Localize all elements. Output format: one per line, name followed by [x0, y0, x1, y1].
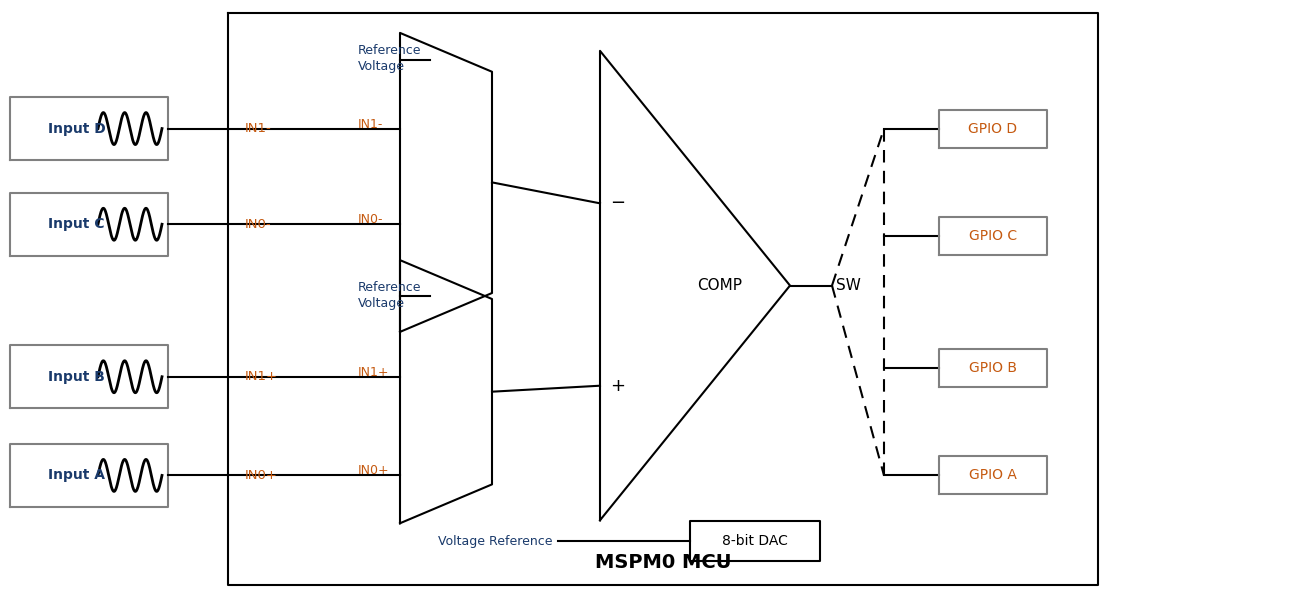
Text: GPIO D: GPIO D: [968, 121, 1018, 136]
Text: GPIO C: GPIO C: [969, 229, 1018, 243]
Text: GPIO A: GPIO A: [969, 468, 1016, 483]
Text: IN0-: IN0-: [245, 218, 272, 231]
Text: Voltage Reference: Voltage Reference: [438, 535, 553, 548]
Text: Input B: Input B: [48, 370, 105, 384]
Text: Input C: Input C: [48, 217, 105, 231]
Text: IN0+: IN0+: [358, 465, 390, 477]
Text: IN1-: IN1-: [245, 122, 272, 135]
Text: COMP: COMP: [697, 278, 743, 293]
Text: GPIO B: GPIO B: [969, 361, 1018, 375]
Text: IN1-: IN1-: [358, 118, 383, 130]
Text: Voltage: Voltage: [358, 60, 405, 74]
Text: IN0+: IN0+: [245, 469, 277, 482]
Text: 8-bit DAC: 8-bit DAC: [722, 534, 787, 548]
Text: IN1+: IN1+: [245, 370, 279, 383]
Text: SW: SW: [836, 278, 861, 293]
Text: Reference: Reference: [358, 280, 421, 294]
Text: MSPM0 MCU: MSPM0 MCU: [595, 553, 731, 572]
Text: Input D: Input D: [48, 121, 106, 136]
Text: Reference: Reference: [358, 44, 421, 57]
Text: +: +: [611, 377, 625, 395]
Text: Input A: Input A: [48, 468, 105, 483]
Text: IN0-: IN0-: [358, 213, 383, 226]
Text: Voltage: Voltage: [358, 297, 405, 310]
Text: IN1+: IN1+: [358, 366, 390, 379]
Text: −: −: [611, 194, 625, 212]
